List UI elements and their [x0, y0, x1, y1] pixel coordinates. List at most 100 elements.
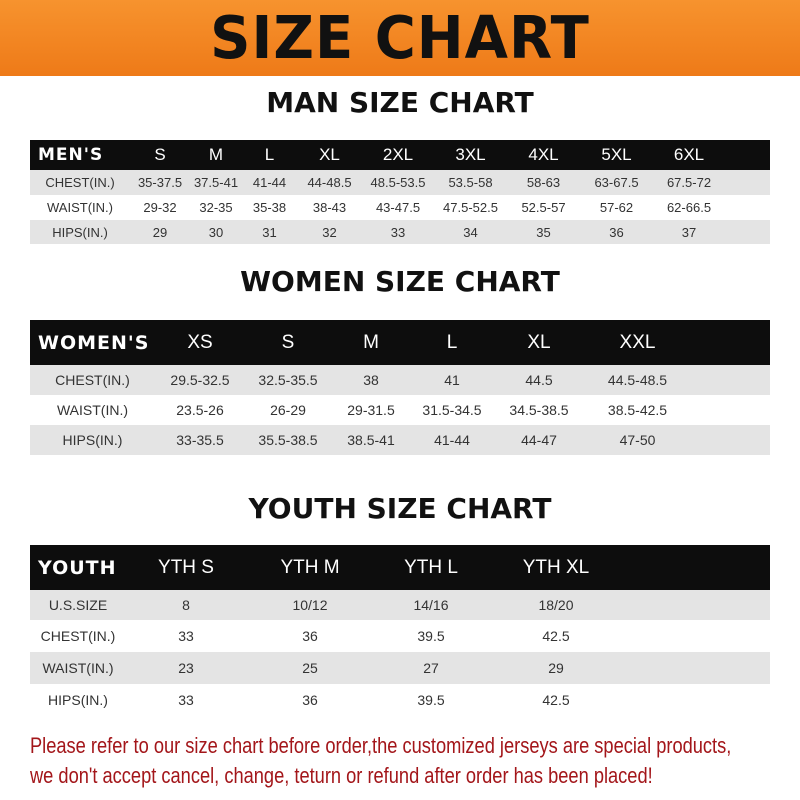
table-cell: YTH M — [280, 556, 340, 578]
table-cell: 37.5-41 — [193, 175, 239, 190]
table-cell: 57-62 — [599, 200, 634, 215]
row-label: WAIST(IN.) — [47, 200, 113, 215]
table-cell: 33 — [178, 628, 194, 644]
table-cell: L — [264, 145, 275, 164]
women-section-title: WOMEN SIZE CHART — [240, 265, 560, 298]
table-cell: L — [446, 331, 458, 353]
table-row: WAIST(IN.) 29-32 32-35 35-38 38-43 43-47.5 47.… — [30, 195, 770, 220]
table-cell: 8 — [182, 597, 190, 613]
table-row: U.S.SIZE 8 10/12 14/16 18/20 — [30, 590, 770, 620]
table-cell: 5XL — [601, 145, 632, 164]
men-section-title: MAN SIZE CHART — [266, 86, 534, 119]
table-cell: YTH XL — [522, 556, 590, 578]
table-cell: 41 — [444, 372, 460, 388]
table-cell: 3XL — [455, 145, 486, 164]
table-cell: 39.5 — [417, 692, 445, 708]
table-cell: YTH S — [158, 556, 214, 578]
notice-line-2: we don't accept cancel, change, teturn o… — [30, 763, 653, 788]
table-cell: 31.5-34.5 — [422, 402, 482, 418]
table-cell: 38 — [363, 372, 379, 388]
youth-size-table: YOUTH YTH S YTH M YTH L YTH XL U.S.SIZE 8 10/12… — [30, 545, 770, 716]
row-label: WOMEN'S — [38, 331, 150, 354]
table-row: CHEST(IN.) 35-37.5 37.5-41 41-44 44-48.5 48.5… — [30, 170, 770, 195]
table-cell: XXL — [619, 331, 656, 353]
table-cell: 38-43 — [312, 200, 347, 215]
table-cell: 42.5 — [542, 628, 570, 644]
men-size-table: MEN'S S M L XL 2XL 3XL 4XL 5XL 6XL CHEST(IN.) 35-37… — [30, 140, 770, 244]
table-cell: 14/16 — [413, 597, 449, 613]
table-cell: 25 — [302, 660, 318, 676]
row-label: YOUTH — [38, 556, 117, 579]
row-label: CHEST(IN.) — [40, 628, 116, 644]
table-cell: 38.5-42.5 — [607, 402, 668, 418]
table-cell: 44-47 — [521, 432, 557, 448]
table-cell: 26-29 — [270, 402, 306, 418]
table-cell: XL — [527, 331, 551, 353]
table-row: CHEST(IN.) 29.5-32.5 32.5-35.5 38 41 44.5 44.5… — [30, 365, 770, 395]
youth-section-title: YOUTH SIZE CHART — [248, 492, 552, 525]
table-cell: 33 — [390, 224, 406, 240]
table-header-row: YOUTH YTH S YTH M YTH L YTH XL — [30, 545, 770, 590]
table-row: WAIST(IN.) 23.5-26 26-29 29-31.5 31.5-34.5 34… — [30, 395, 770, 425]
table-cell: 33-35.5 — [176, 432, 224, 448]
table-cell: 62-66.5 — [666, 200, 712, 215]
table-cell: S — [154, 145, 166, 164]
row-label: CHEST(IN.) — [55, 372, 130, 388]
table-cell: 29 — [152, 224, 168, 240]
table-cell: 48.5-53.5 — [370, 175, 426, 190]
table-row: WAIST(IN.) 23 25 27 29 — [30, 652, 770, 684]
table-cell: 2XL — [382, 145, 414, 164]
table-cell: 36 — [302, 628, 318, 644]
table-cell: 41-44 — [434, 432, 470, 448]
table-cell: 47-50 — [619, 432, 656, 448]
page-title: SIZE CHART — [210, 3, 590, 73]
table-cell: 29.5-32.5 — [170, 372, 230, 388]
table-cell: 29-31.5 — [347, 402, 395, 418]
notice-line-1: Please refer to our size chart before or… — [30, 733, 732, 758]
table-header-row: WOMEN'S XS S M L XL XXL — [30, 320, 770, 365]
table-row: CHEST(IN.) 33 36 39.5 42.5 — [30, 620, 770, 652]
table-cell: 29 — [548, 660, 564, 676]
table-row: HIPS(IN.) 33-35.5 35.5-38.5 38.5-41 41-44 44-… — [30, 425, 770, 455]
row-label: WAIST(IN.) — [42, 660, 114, 676]
table-cell: 27 — [423, 660, 439, 676]
table-cell: 36 — [609, 224, 624, 240]
table-cell: 32-35 — [199, 200, 233, 215]
table-cell: 10/12 — [292, 597, 328, 613]
table-cell: 34.5-38.5 — [509, 402, 569, 418]
table-cell: YTH L — [404, 556, 458, 578]
table-cell: 36 — [302, 692, 318, 708]
table-cell: 23 — [178, 660, 194, 676]
table-cell: XL — [319, 145, 340, 164]
row-label: HIPS(IN.) — [62, 432, 123, 448]
table-cell: 42.5 — [542, 692, 570, 708]
table-cell: 38.5-41 — [347, 432, 395, 448]
table-cell: 23.5-26 — [176, 402, 224, 418]
table-cell: S — [281, 331, 295, 353]
table-cell: 53.5-58 — [448, 175, 493, 190]
table-cell: 47.5-52.5 — [443, 200, 498, 215]
table-cell: 63-67.5 — [594, 175, 639, 190]
table-cell: 43-47.5 — [375, 200, 421, 215]
title-banner: SIZE CHART — [0, 0, 800, 76]
table-cell: 41-44 — [252, 175, 287, 190]
table-cell: M — [208, 145, 224, 164]
table-cell: 52.5-57 — [521, 200, 566, 215]
table-cell: 39.5 — [417, 628, 445, 644]
table-cell: 33 — [178, 692, 194, 708]
row-label: MEN'S — [38, 145, 104, 165]
row-label: HIPS(IN.) — [48, 692, 108, 708]
row-label: CHEST(IN.) — [45, 175, 115, 190]
table-cell: 37 — [681, 224, 697, 240]
row-label: U.S.SIZE — [48, 597, 108, 613]
table-cell: 35-38 — [252, 200, 287, 215]
row-label: WAIST(IN.) — [56, 402, 129, 418]
table-cell: 32 — [322, 224, 337, 240]
table-cell: 18/20 — [538, 597, 574, 613]
women-size-table: WOMEN'S XS S M L XL XXL CHEST(IN.) 29.5-32.5 32.5… — [30, 320, 770, 455]
table-row: HIPS(IN.) 33 36 39.5 42.5 — [30, 684, 770, 716]
table-cell: 35 — [536, 224, 551, 240]
table-cell: 34 — [463, 224, 478, 240]
table-cell: 44.5-48.5 — [607, 372, 668, 388]
table-cell: 35-37.5 — [137, 175, 183, 190]
